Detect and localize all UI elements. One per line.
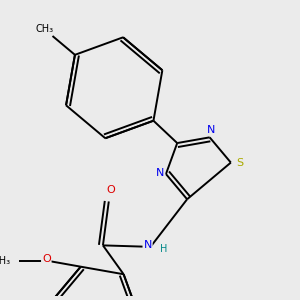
Text: N: N: [207, 125, 215, 135]
Text: O: O: [42, 254, 51, 264]
Text: CH₃: CH₃: [0, 256, 11, 266]
Text: S: S: [236, 158, 243, 168]
Text: N: N: [156, 168, 164, 178]
Text: N: N: [143, 240, 152, 250]
Text: H: H: [160, 244, 167, 254]
Text: O: O: [106, 185, 115, 196]
Text: CH₃: CH₃: [35, 24, 53, 34]
